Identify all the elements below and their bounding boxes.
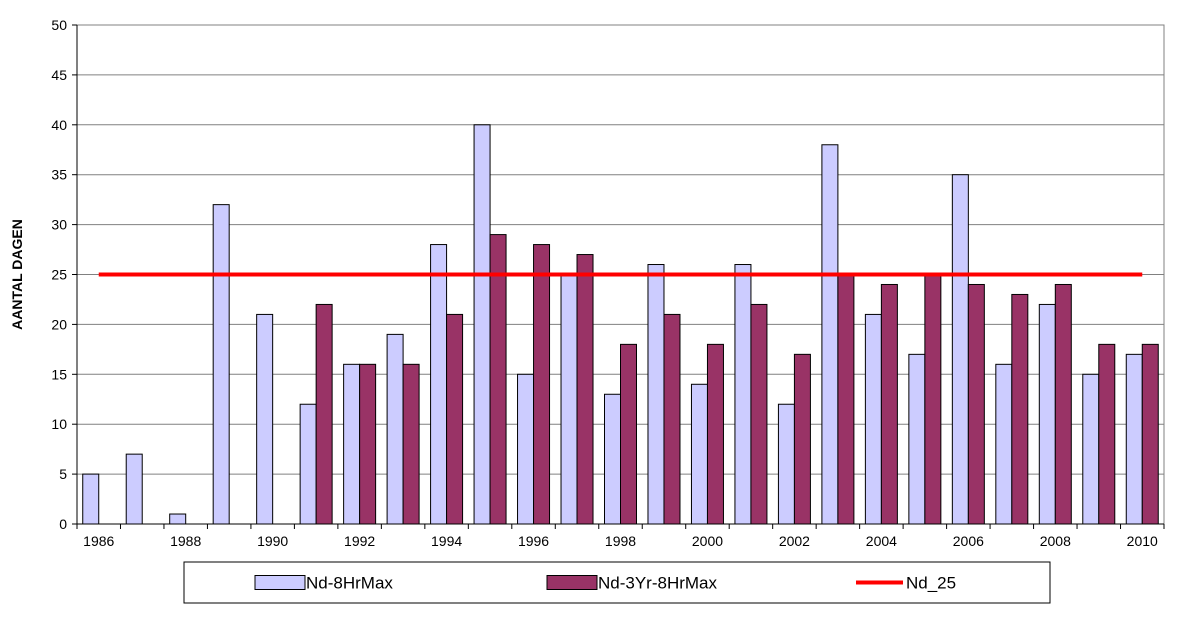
bar-nd-3yr-8hrmax-1998 — [620, 343, 637, 525]
legend-label-nd-3yr-8hrmax: Nd-3Yr-8HrMax — [598, 574, 718, 593]
bar-nd-8hrmax-1990 — [256, 313, 274, 525]
bar-nd-3yr-8hrmax-1996 — [533, 244, 551, 525]
bar-nd-8hrmax-1994 — [430, 244, 448, 525]
bar-nd-3yr-8hrmax-2007 — [1011, 293, 1029, 525]
legend: Nd-8HrMax Nd-3Yr-8HrMax Nd_25 — [183, 561, 1051, 604]
y-tick-label: 25 — [51, 267, 67, 283]
bar-nd-3yr-8hrmax-1995 — [489, 234, 507, 525]
bar-nd-8hrmax-2005 — [908, 353, 926, 525]
x-tick-label: 1998 — [605, 533, 636, 549]
x-tick-label: 2008 — [1040, 533, 1071, 549]
bar-nd-8hrmax-2002 — [777, 403, 795, 525]
y-tick-label: 5 — [59, 466, 67, 482]
bar-nd-8hrmax-2007 — [995, 363, 1013, 525]
bar-nd-3yr-8hrmax-2010 — [1141, 343, 1159, 525]
legend-box — [183, 561, 1051, 604]
legend-swatch-nd-3yr-8hrmax — [546, 575, 598, 590]
bar-nd-3yr-8hrmax-2004 — [880, 283, 898, 525]
bar-nd-3yr-8hrmax-2002 — [793, 353, 811, 525]
bar-nd-8hrmax-2004 — [864, 313, 882, 525]
bar-nd-8hrmax-1989 — [212, 204, 230, 525]
y-tick-label: 20 — [51, 316, 67, 332]
bar-nd-3yr-8hrmax-2008 — [1054, 283, 1072, 525]
bar-nd-8hrmax-1992 — [343, 363, 361, 525]
y-tick-labels: 0 5 10 15 20 25 30 35 40 45 50 — [51, 17, 67, 532]
bar-nd-8hrmax-2008 — [1038, 303, 1056, 525]
x-tick-label: 1994 — [431, 533, 462, 549]
bar-nd-3yr-8hrmax-2001 — [750, 303, 768, 525]
legend-label-nd-8hrmax: Nd-8HrMax — [306, 574, 393, 593]
y-tick-label: 0 — [59, 516, 67, 532]
bar-nd-3yr-8hrmax-2000 — [706, 343, 724, 525]
bar-nd-8hrmax-1986 — [82, 473, 100, 525]
y-axis-label: AANTAL DAGEN — [9, 219, 25, 330]
bar-nd-3yr-8hrmax-1999 — [663, 313, 681, 525]
bar-nd-8hrmax-1987 — [125, 453, 143, 525]
y-tick-label: 10 — [51, 416, 67, 432]
bar-nd-8hrmax-1993 — [386, 333, 404, 525]
bar-nd-8hrmax-1996 — [517, 373, 535, 525]
bar-nd-3yr-8hrmax-2006 — [967, 283, 985, 525]
bar-nd-8hrmax-1999 — [647, 264, 665, 525]
legend-swatch-nd-8hrmax — [254, 575, 306, 590]
bar-nd-8hrmax-2000 — [690, 383, 708, 525]
bar-nd-3yr-8hrmax-1993 — [402, 363, 420, 525]
x-tick-label: 2006 — [953, 533, 984, 549]
x-tick-label: 2002 — [779, 533, 810, 549]
bar-nd-3yr-8hrmax-1991 — [315, 303, 333, 525]
x-tick-label: 1990 — [257, 533, 288, 549]
y-tick-label: 45 — [51, 67, 67, 83]
bar-nd-8hrmax-1997 — [560, 274, 578, 525]
axes — [72, 24, 1165, 529]
x-tick-label: 2000 — [692, 533, 723, 549]
bar-nd-3yr-8hrmax-2005 — [924, 274, 942, 525]
bar-nd-8hrmax-1998 — [604, 393, 621, 525]
y-tick-label: 50 — [51, 17, 67, 33]
bar-nd-8hrmax-1991 — [299, 403, 317, 525]
bar-nd-8hrmax-2009 — [1082, 373, 1100, 525]
x-tick-label: 1996 — [518, 533, 549, 549]
bar-nd-8hrmax-2001 — [734, 264, 752, 525]
x-tick-labels: 1986 1988 1990 1992 1994 1996 1998 2000 2002 2004… — [83, 533, 1158, 549]
y-tick-label: 15 — [51, 366, 67, 382]
bar-nd-3yr-8hrmax-1994 — [446, 313, 464, 525]
bars — [82, 124, 1159, 525]
bar-nd-8hrmax-1988 — [169, 513, 187, 525]
x-tick-label: 1986 — [83, 533, 114, 549]
bar-nd-8hrmax-2006 — [951, 174, 969, 525]
y-tick-label: 30 — [51, 217, 67, 233]
legend-label-nd-25: Nd_25 — [906, 574, 956, 593]
x-tick-label: 2004 — [866, 533, 897, 549]
x-tick-label: 1992 — [344, 533, 375, 549]
bar-nd-8hrmax-1995 — [473, 124, 491, 525]
bar-nd-3yr-8hrmax-2003 — [837, 274, 855, 525]
bar-nd-3yr-8hrmax-2009 — [1098, 343, 1116, 525]
bar-nd-8hrmax-2003 — [821, 144, 839, 525]
x-tick-label: 1988 — [170, 533, 201, 549]
y-tick-label: 35 — [51, 167, 67, 183]
bar-nd-3yr-8hrmax-1997 — [576, 254, 594, 525]
bar-nd-8hrmax-2010 — [1125, 353, 1143, 525]
x-tick-label: 2010 — [1127, 533, 1158, 549]
y-tick-label: 40 — [51, 117, 67, 133]
bar-nd-3yr-8hrmax-1992 — [359, 363, 377, 525]
